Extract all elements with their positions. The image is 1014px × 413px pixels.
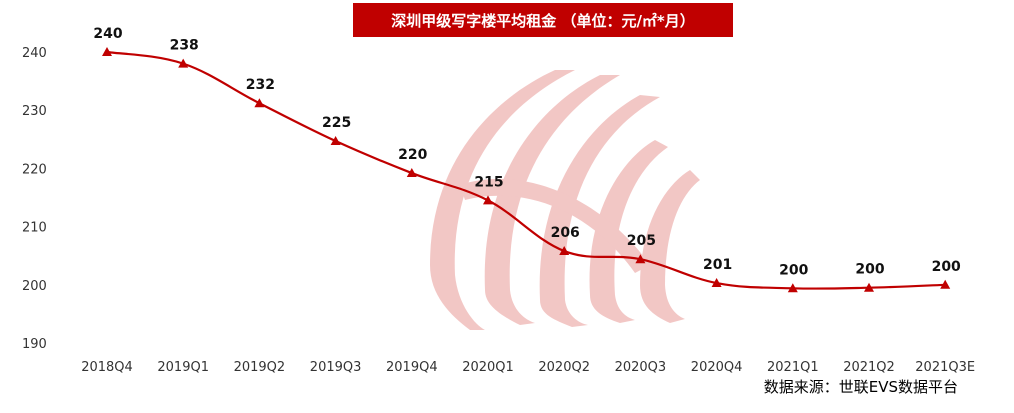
data-label: 201 (703, 257, 732, 273)
chart-title: 深圳甲级写字楼平均租金 （单位：元/㎡*月） (353, 3, 733, 37)
data-label: 206 (551, 225, 580, 241)
data-label: 200 (779, 262, 808, 278)
y-tick-label: 200 (22, 279, 47, 294)
x-tick-label: 2019Q3 (310, 360, 362, 375)
data-label: 220 (398, 147, 427, 163)
y-axis: 190 200 210 220 230 240 (22, 46, 47, 352)
y-tick-label: 240 (22, 46, 47, 61)
y-tick-label: 190 (22, 337, 47, 352)
data-point-marker (940, 279, 951, 289)
y-tick-label: 210 (22, 221, 47, 236)
data-markers (102, 47, 951, 293)
y-tick-label: 220 (22, 162, 47, 177)
data-point-marker (254, 98, 265, 108)
x-axis: 2018Q4 2019Q1 2019Q2 2019Q3 2019Q4 2020Q1 2020… (81, 360, 975, 375)
source-note: 数据来源：世联EVS数据平台 (763, 378, 958, 396)
x-tick-label: 2020Q2 (538, 360, 590, 375)
data-point-marker (330, 136, 341, 146)
data-label: 240 (93, 26, 122, 42)
data-labels: 240 238 232 225 220 215 206 205 201 200 200 200 (93, 26, 961, 278)
data-point-marker (483, 195, 493, 205)
data-label: 225 (322, 115, 351, 131)
y-tick-label: 230 (22, 104, 47, 119)
data-point-marker (406, 168, 417, 178)
x-tick-label: 2018Q4 (81, 360, 133, 375)
x-tick-label: 2021Q2 (843, 360, 895, 375)
data-point-marker (864, 282, 874, 292)
data-point-marker (711, 278, 722, 288)
data-point-marker (102, 47, 112, 56)
x-tick-label: 2019Q1 (157, 360, 209, 375)
data-label: 200 (855, 262, 884, 278)
x-tick-label: 2020Q1 (462, 360, 514, 375)
data-label: 205 (627, 233, 656, 249)
data-point-marker (178, 58, 189, 68)
x-tick-label: 2019Q2 (234, 360, 286, 375)
x-tick-label: 2021Q3E (915, 360, 975, 375)
data-label: 200 (932, 259, 961, 275)
x-tick-label: 2019Q4 (386, 360, 438, 375)
x-tick-label: 2020Q4 (691, 360, 743, 375)
data-point-marker (559, 246, 570, 256)
data-point-marker (787, 283, 798, 293)
x-tick-label: 2020Q3 (615, 360, 667, 375)
data-label: 238 (170, 38, 199, 54)
watermark-logo (430, 70, 700, 330)
data-label: 215 (474, 174, 503, 190)
data-label: 232 (246, 77, 275, 93)
x-tick-label: 2021Q1 (767, 360, 819, 375)
data-point-marker (635, 254, 646, 264)
